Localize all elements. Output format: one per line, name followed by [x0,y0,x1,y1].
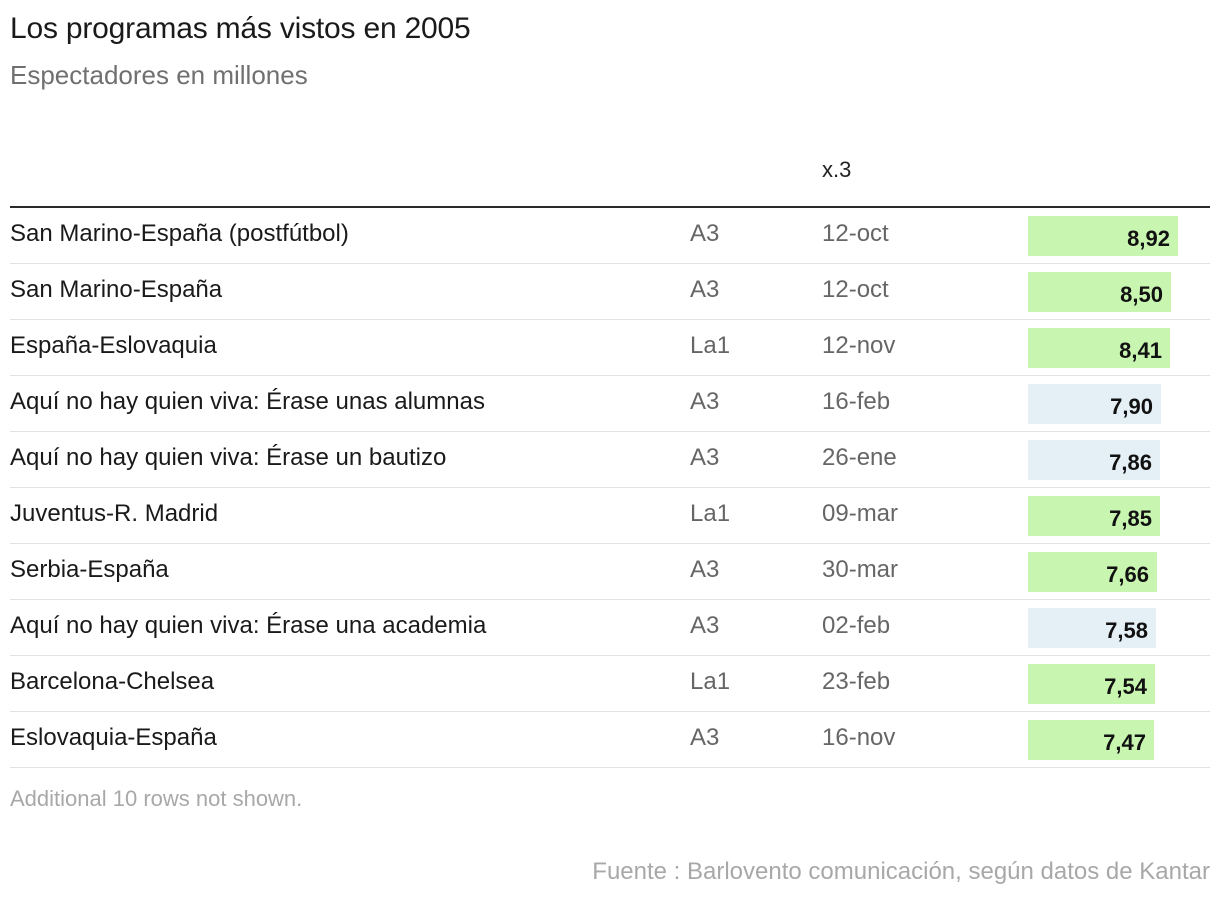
table-row: Aquí no hay quien viva: Érase una academ… [10,600,1210,656]
value-bar: 7,85 [1028,496,1160,536]
value-bar: 7,86 [1028,440,1160,480]
program-name: Juventus-R. Madrid [10,500,219,527]
value-bar: 7,90 [1028,384,1161,424]
channel-name: A3 [690,388,720,415]
broadcast-date: 16-nov [822,724,896,751]
program-name: Barcelona-Chelsea [10,668,215,695]
broadcast-date: 12-nov [822,332,896,359]
channel-name: A3 [690,220,720,247]
table-row: San Marino-España A3 12-oct 8,50 [10,264,1210,320]
table-body: San Marino-España (postfútbol) A3 12-oct 8,… [10,208,1210,768]
program-name: Serbia-España [10,556,169,583]
table-row: Barcelona-Chelsea La1 23-feb 7,54 [10,656,1210,712]
channel-name: La1 [690,668,731,695]
program-name: Aquí no hay quien viva: Érase un bautizo [10,444,447,471]
channel-name: A3 [690,724,720,751]
channel-name: La1 [690,500,731,527]
channel-name: La1 [690,332,731,359]
channel-name: A3 [690,276,720,303]
source-credit: Fuente : Barlovento comunicación, según … [592,858,1210,885]
program-name: España-Eslovaquia [10,332,217,359]
value-bar: 7,47 [1028,720,1154,760]
broadcast-date: 16-feb [822,388,891,415]
value-bar: 7,58 [1028,608,1156,648]
program-name: San Marino-España (postfútbol) [10,220,349,247]
column-header-value: x.3 [822,157,852,182]
rows-hidden-note: Additional 10 rows not shown. [10,786,303,811]
channel-name: A3 [690,444,720,471]
header-divider [10,206,1210,208]
value-bar: 8,50 [1028,272,1171,312]
program-name: Aquí no hay quien viva: Érase unas alumn… [10,388,485,415]
table-row: Aquí no hay quien viva: Érase unas alumn… [10,376,1210,432]
broadcast-date: 30-mar [822,556,899,583]
table-row: Aquí no hay quien viva: Érase un bautizo… [10,432,1210,488]
broadcast-date: 26-ene [822,444,897,471]
value-bar: 7,66 [1028,552,1157,592]
table-row: España-Eslovaquia La1 12-nov 8,41 [10,320,1210,376]
value-bar: 8,41 [1028,328,1170,368]
broadcast-date: 12-oct [822,276,889,303]
value-bar: 8,92 [1028,216,1178,256]
program-name: San Marino-España [10,276,223,303]
program-name: Aquí no hay quien viva: Érase una academ… [10,612,487,639]
channel-name: A3 [690,612,720,639]
broadcast-date: 09-mar [822,500,899,527]
value-bar: 7,54 [1028,664,1155,704]
channel-name: A3 [690,556,720,583]
broadcast-date: 02-feb [822,612,891,639]
broadcast-date: 23-feb [822,668,891,695]
program-name: Eslovaquia-España [10,724,217,751]
table-row: San Marino-España (postfútbol) A3 12-oct 8,… [10,208,1210,264]
chart-subtitle: Espectadores en millones [10,60,308,90]
chart-title: Los programas más vistos en 2005 [10,12,471,45]
broadcast-date: 12-oct [822,220,889,247]
table-row: Serbia-España A3 30-mar 7,66 [10,544,1210,600]
table-row: Juventus-R. Madrid La1 09-mar 7,85 [10,488,1210,544]
table-row: Eslovaquia-España A3 16-nov 7,47 [10,712,1210,768]
